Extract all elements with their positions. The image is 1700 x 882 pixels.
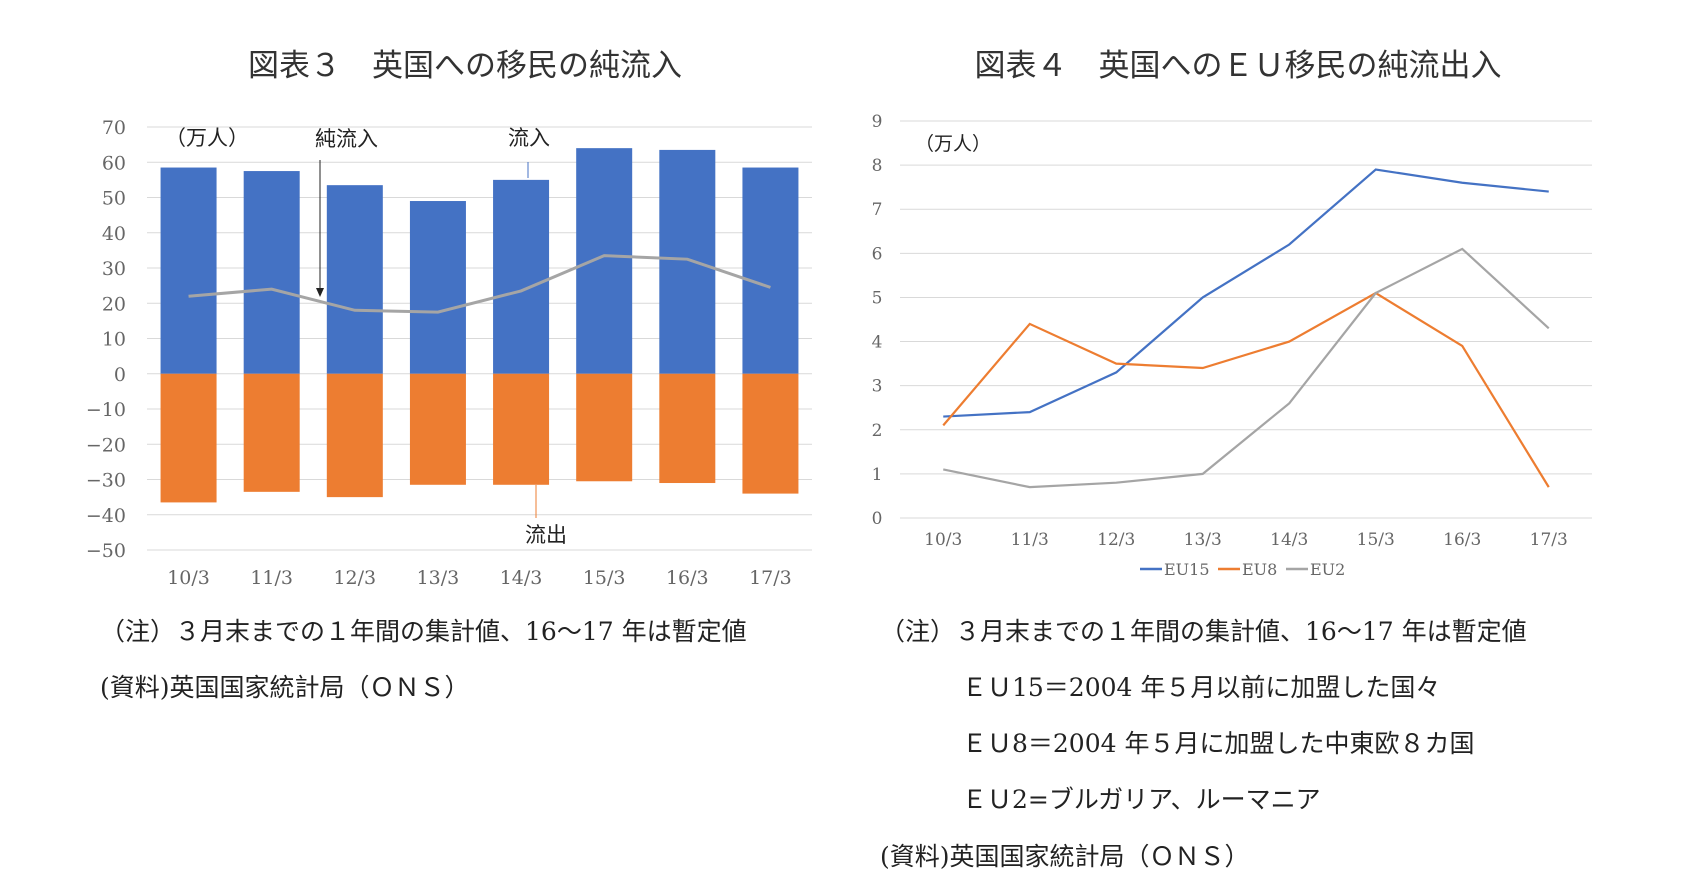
x-tick-label: 15/3: [583, 567, 626, 589]
note-left-1: (資料)英国国家統計局（ＯＮＳ）: [100, 673, 470, 702]
y-tick-label: 0: [114, 364, 126, 386]
y-tick-label: 3: [872, 377, 883, 397]
annotation-inflow: 流入: [508, 126, 550, 150]
chart2-title: 図表４ 英国へのＥＵ移民の純流出入: [975, 48, 1502, 84]
legend-label-eu2: EU2: [1310, 560, 1345, 579]
inflow-bar: [659, 149, 716, 374]
y-tick-label: 5: [872, 288, 883, 308]
x-tick-label: 16/3: [1443, 530, 1481, 550]
outflow-bar: [160, 373, 217, 503]
note-right-1: ＥＵ15＝2004 年５月以前に加盟した国々: [962, 673, 1441, 702]
x-tick-label: 17/3: [749, 567, 792, 589]
inflow-bar: [160, 167, 217, 374]
y-tick-label: 9: [872, 112, 883, 132]
x-tick-label: 11/3: [250, 567, 293, 589]
chart2-plot: 9 8 7 6 5 4 3 2 1 0 10/3 11/3 12/3 13/3 14/3 15/3 16/3 17…: [872, 112, 1592, 579]
note-left-0: （注）３月末までの１年間の集計値、16～17 年は暫定値: [100, 617, 747, 646]
inflow-bar: [493, 179, 550, 374]
x-tick-label: 13/3: [417, 567, 460, 589]
x-tick-label: 12/3: [333, 567, 376, 589]
series-line-eu15: [943, 168, 1549, 418]
x-tick-label: 17/3: [1530, 530, 1568, 550]
series-line-eu2: [943, 247, 1550, 489]
outflow-bar: [326, 373, 383, 498]
y-tick-label: 2: [872, 421, 883, 441]
y-tick-label: −40: [86, 505, 126, 527]
chart2-unit-label: （万人）: [915, 133, 991, 155]
y-tick-label: −20: [86, 434, 126, 456]
chart1-plot: 70 60 50 40 30 20 10 0 −10 −20 −30 −40 −50 10/3 11/3 12…: [86, 117, 812, 589]
annotation-net-inflow: 純流入: [315, 127, 378, 151]
y-tick-label: 60: [102, 152, 126, 174]
outflow-bar: [742, 373, 799, 494]
y-tick-label: 30: [102, 258, 126, 280]
net-inflow-line: [188, 254, 771, 314]
y-tick-label: 8: [872, 156, 883, 176]
y-tick-label: 4: [872, 333, 883, 353]
y-tick-label: −50: [86, 540, 126, 562]
y-tick-label: 70: [102, 117, 126, 139]
annotation-outflow: 流出: [525, 523, 567, 547]
x-tick-label: 14/3: [500, 567, 543, 589]
y-tick-label: 10: [102, 329, 126, 351]
legend-label-eu15: EU15: [1164, 560, 1210, 579]
outflow-bar: [243, 373, 300, 492]
outflow-bar: [409, 373, 466, 485]
x-tick-label: 11/3: [1011, 530, 1049, 550]
y-tick-label: −30: [86, 470, 126, 492]
outflow-bar: [576, 373, 633, 482]
y-tick-label: 0: [872, 509, 883, 529]
y-tick-label: 40: [102, 223, 126, 245]
inflow-bar: [326, 185, 383, 374]
chart1-unit-label: （万人）: [165, 126, 249, 150]
x-tick-label: 12/3: [1097, 530, 1135, 550]
legend-label-eu8: EU8: [1242, 560, 1277, 579]
outflow-bar: [493, 373, 550, 485]
note-right-3: ＥＵ2=ブルガリア、ルーマニア: [962, 785, 1321, 814]
y-tick-label: 7: [872, 200, 883, 220]
note-right-4: (資料)英国国家統計局（ＯＮＳ）: [880, 842, 1250, 871]
x-tick-label: 13/3: [1184, 530, 1222, 550]
note-right-2: ＥＵ8＝2004 年５月に加盟した中東欧８カ国: [962, 729, 1475, 758]
y-tick-label: 6: [872, 244, 883, 264]
x-tick-label: 10/3: [924, 530, 962, 550]
series-line-eu8: [942, 291, 1550, 488]
outflow-bar: [659, 373, 716, 484]
inflow-bar: [243, 171, 300, 374]
x-tick-label: 10/3: [167, 567, 210, 589]
y-tick-label: 50: [102, 188, 126, 210]
inflow-bar: [409, 201, 466, 374]
x-tick-label: 14/3: [1270, 530, 1308, 550]
y-tick-label: 20: [102, 293, 126, 315]
x-tick-label: 16/3: [666, 567, 709, 589]
x-tick-label: 15/3: [1357, 530, 1395, 550]
y-tick-label: 1: [872, 465, 883, 485]
note-right-0: （注）３月末までの１年間の集計値、16～17 年は暫定値: [880, 617, 1527, 646]
y-tick-label: −10: [86, 399, 126, 421]
chart1-title: 図表３ 英国への移民の純流入: [248, 48, 682, 84]
inflow-bar: [742, 167, 799, 374]
arrow-head-icon: [316, 288, 324, 297]
inflow-bar: [576, 148, 633, 374]
